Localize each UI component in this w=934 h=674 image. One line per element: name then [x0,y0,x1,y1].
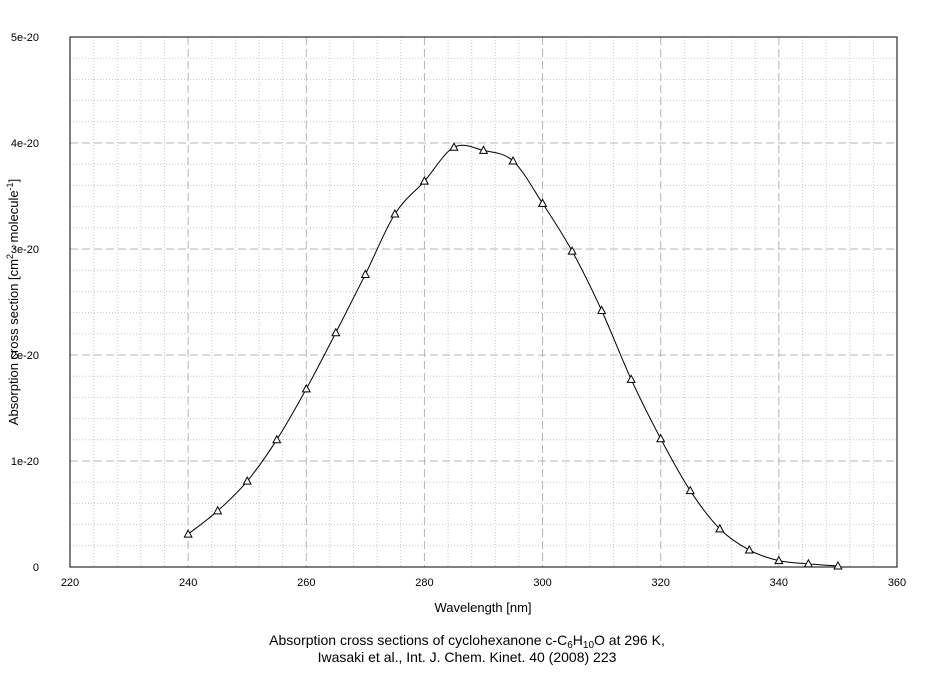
y-tick-label: 1e-20 [11,456,39,468]
y-axis-title-sup1: 2 [5,254,15,259]
x-tick-label: 320 [652,577,670,589]
data-point-marker [242,476,252,485]
caption-line-2: Iwasaki et al., Int. J. Chem. Kinet. 40 … [317,649,617,665]
y-axis-ticks: 0 1e-20 2e-20 3e-20 4e-20 5e-20 [11,32,39,574]
x-axis-ticks: 220 240 260 280 300 320 340 360 [61,577,906,589]
x-tick-label: 280 [415,577,433,589]
data-point-marker [390,208,400,218]
data-point-marker [331,327,341,337]
caption-subscript-10: 10 [582,640,595,651]
chart-caption: Absorption cross sections of cyclohexano… [0,632,934,666]
y-axis-title-sup2: -1 [5,182,15,190]
data-point-marker [301,383,311,393]
caption-subscript-6: 6 [567,640,573,651]
y-tick-label: 4e-20 [11,138,39,150]
plot-background [70,37,897,567]
x-tick-label: 360 [888,577,906,589]
data-point-marker [478,145,489,154]
x-tick-label: 240 [179,577,197,589]
data-point-marker [272,434,282,444]
y-axis-title-suffix: ] [6,179,21,183]
data-point-marker [213,505,223,515]
y-tick-label: 3e-20 [11,244,39,256]
data-point-marker [833,560,843,570]
y-axis-title: Absorption cross section [cm2 · molecule… [5,179,21,425]
plot-frame [69,36,898,568]
data-point-marker [744,544,754,554]
data-point-marker [567,246,577,255]
y-axis-title-prefix: Absorption cross section [cm [6,259,21,425]
data-point-marker [508,155,518,165]
y-tick-label: 0 [33,562,39,574]
data-point-marker [537,198,548,207]
data-point-marker [183,529,193,538]
data-point-marker [419,176,430,185]
x-tick-label: 260 [297,577,315,589]
minor-grid [70,37,897,567]
x-axis-title: Wavelength [nm] [434,600,531,615]
data-point-marker [597,305,607,314]
caption-line-1-suffix: O at 296 K, [594,632,665,648]
x-tick-label: 220 [61,577,79,589]
data-point-marker [626,374,636,383]
y-tick-label: 2e-20 [11,350,39,362]
data-point-marker [715,523,725,533]
data-point-marker [774,555,784,565]
data-point-marker [685,485,695,495]
caption-line-1-prefix: Absorption cross sections of cyclohexano… [269,632,568,648]
data-point-marker [360,269,370,278]
series-markers [183,142,843,570]
caption-line-1: Absorption cross sections of cyclohexano… [0,632,934,651]
data-point-marker [803,558,814,568]
y-axis-title-middle: · molecule [6,190,21,254]
x-tick-label: 300 [533,577,551,589]
y-tick-label: 5e-20 [11,32,39,44]
data-point-marker [656,433,666,443]
data-point-marker [449,142,459,151]
caption-hydrogen: H [572,632,583,648]
x-tick-label: 340 [770,577,788,589]
